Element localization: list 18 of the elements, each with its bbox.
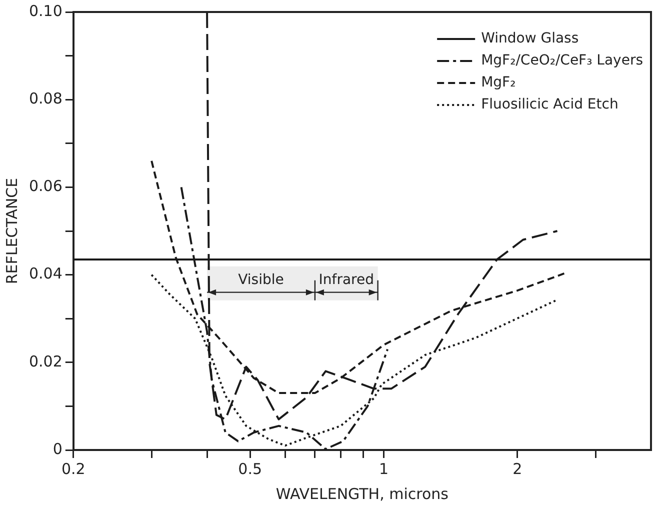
band-label: Infrared [318, 272, 374, 288]
y-tick-label: 0 [52, 440, 62, 458]
y-tick-label: 0.08 [28, 89, 62, 108]
legend-label: MgF₂/CeO₂/CeF₃ Layers [481, 52, 644, 69]
x-tick-label: 0.5 [238, 460, 262, 478]
y-tick-label: 0.10 [28, 2, 62, 20]
x-tick-label: 1 [378, 460, 388, 478]
legend-label: Window Glass [481, 30, 579, 47]
x-tick-label: 2 [512, 460, 522, 478]
y-tick-label: 0.06 [28, 177, 62, 196]
x-tick-label: 0.2 [61, 460, 86, 478]
y-axis-title: REFLECTANCE [2, 178, 21, 284]
legend-label: Fluosilicic Acid Etch [481, 96, 618, 113]
x-axis-title: WAVELENGTH, microns [276, 484, 449, 503]
band-label: Visible [238, 272, 284, 288]
legend-label: MgF₂ [481, 74, 516, 91]
y-tick-label: 0.02 [28, 352, 62, 370]
y-tick-label: 0.04 [28, 264, 62, 283]
